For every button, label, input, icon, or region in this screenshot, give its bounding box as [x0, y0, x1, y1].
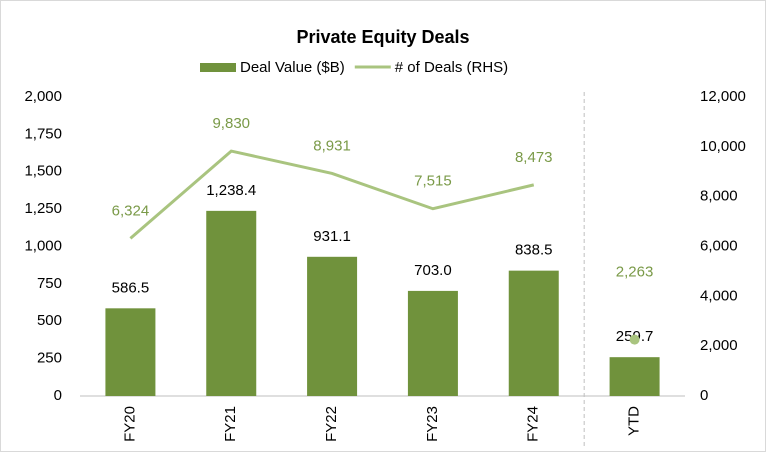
y2-tick-label: 4,000 [700, 287, 738, 304]
point [629, 334, 640, 345]
y2-tick-label: 10,000 [700, 138, 746, 155]
y-tick-label: 2,000 [24, 88, 62, 105]
x-tick-label: FY24 [525, 406, 542, 442]
chart-title: Private Equity Deals [296, 27, 469, 47]
x-tick-label: FY20 [121, 406, 138, 442]
y-tick-label: 1,750 [24, 125, 62, 142]
y2-tick-label: 6,000 [700, 237, 738, 254]
legend-swatch [200, 63, 236, 72]
y-tick-label: 1,500 [24, 163, 62, 180]
y-tick-label: 250 [37, 350, 62, 367]
x-tick-label: FY22 [323, 406, 340, 442]
y-tick-label: 750 [37, 275, 62, 292]
bar [407, 290, 458, 396]
bar-value-label: 586.5 [112, 279, 150, 296]
bar [105, 308, 156, 396]
line-value-label: 9,830 [212, 115, 250, 132]
line-value-label: 8,931 [313, 137, 351, 154]
line-value-label: 7,515 [414, 173, 452, 190]
x-tick-label: FY23 [424, 406, 441, 442]
y-tick-label: 500 [37, 312, 62, 329]
y-tick-label: 1,250 [24, 200, 62, 217]
x-tick-label: FY21 [222, 406, 239, 442]
line-value-label: 2,263 [616, 264, 654, 281]
y-tick-label: 1,000 [24, 237, 62, 254]
y-tick-label: 0 [54, 387, 62, 404]
line-value-label: 8,473 [515, 149, 553, 166]
bar-value-label: 1,238.4 [206, 182, 256, 199]
y2-tick-label: 8,000 [700, 188, 738, 205]
bar [609, 357, 660, 396]
line [129, 149, 535, 240]
legend-label: # of Deals (RHS) [395, 59, 508, 76]
bar-value-label: 703.0 [414, 262, 452, 279]
y2-tick-label: 0 [700, 387, 708, 404]
x-tick-label: YTD [626, 406, 643, 436]
bar [206, 210, 257, 396]
bar-value-label: 838.5 [515, 242, 553, 259]
legend-label: Deal Value ($B) [240, 59, 345, 76]
y2-tick-label: 2,000 [700, 337, 738, 354]
bar [307, 256, 358, 396]
bar-value-label: 931.1 [313, 228, 351, 245]
line-value-label: 6,324 [112, 202, 150, 219]
y2-tick-label: 12,000 [700, 88, 746, 105]
bar [508, 270, 559, 396]
